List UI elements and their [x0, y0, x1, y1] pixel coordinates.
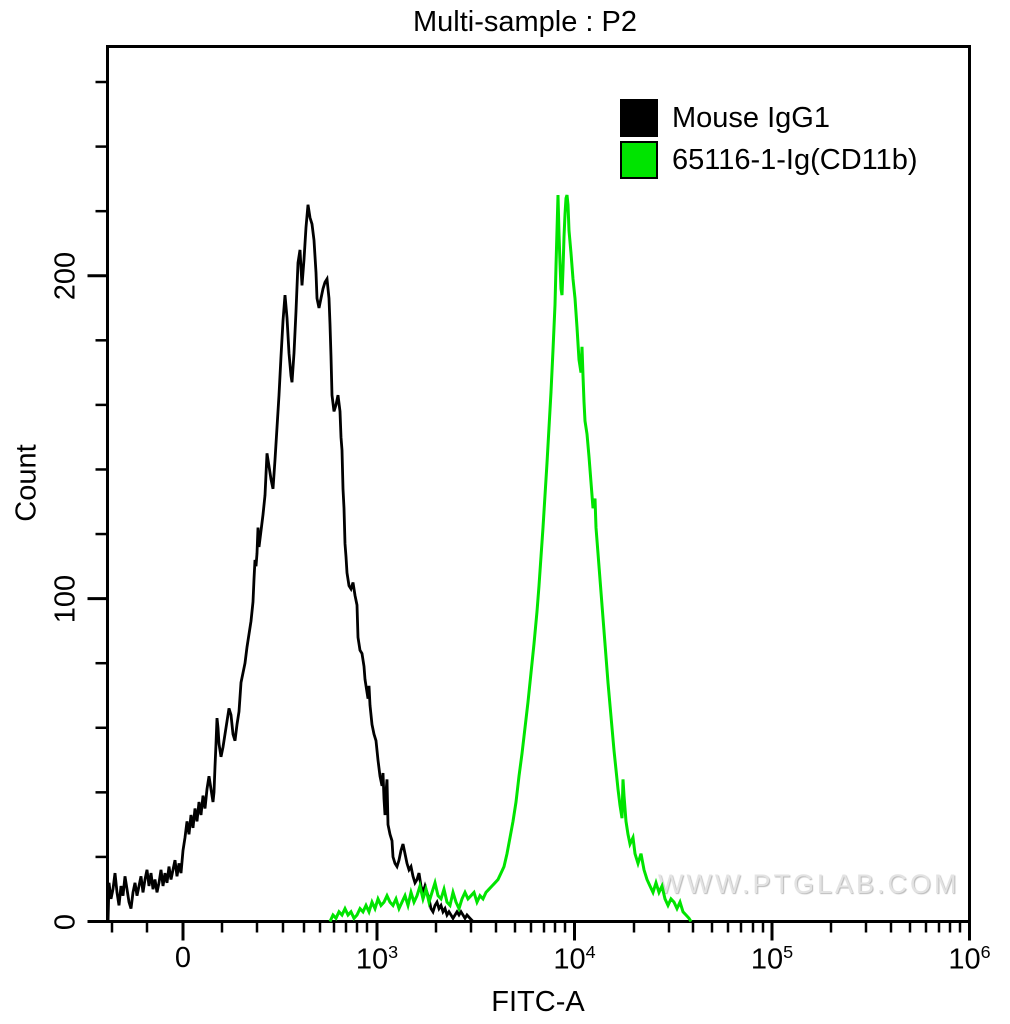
x-axis-title: FITC-A	[491, 986, 585, 1018]
x-tick-exponent: 6	[980, 942, 991, 962]
x-tick-base: 10	[355, 943, 389, 976]
legend-label: 65116-1-Ig(CD11b)	[672, 143, 918, 176]
x-tick-label: 104	[553, 942, 595, 977]
x-tick-exponent: 5	[783, 942, 794, 962]
x-tick-label: 106	[948, 942, 990, 977]
x-tick-label: 0	[174, 942, 192, 974]
legend-item: Mouse IgG1	[620, 99, 918, 137]
plot-frame	[106, 45, 971, 923]
x-tick-base: 10	[553, 943, 586, 976]
legend-swatch	[620, 99, 658, 137]
legend-swatch	[620, 141, 658, 179]
legend-label: Mouse IgG1	[672, 101, 830, 134]
histogram-curve-65116-1-ig-cd11b-	[328, 194, 693, 923]
legend-item: 65116-1-Ig(CD11b)	[620, 141, 918, 179]
legend: Mouse IgG1 65116-1-Ig(CD11b)	[620, 99, 918, 183]
x-tick-exponent: 4	[585, 942, 596, 962]
x-tick-exponent: 3	[388, 942, 399, 962]
watermark: WWW.PTGLAB.COM	[658, 869, 960, 899]
x-tick-label: 103	[356, 942, 398, 977]
histogram-curve-mouse-igg1	[106, 204, 475, 923]
x-tick-base: 10	[750, 943, 784, 976]
x-tick-label: 105	[751, 942, 793, 977]
x-tick-base: 10	[948, 943, 981, 976]
chart-title: Multi-sample : P2	[412, 6, 638, 38]
